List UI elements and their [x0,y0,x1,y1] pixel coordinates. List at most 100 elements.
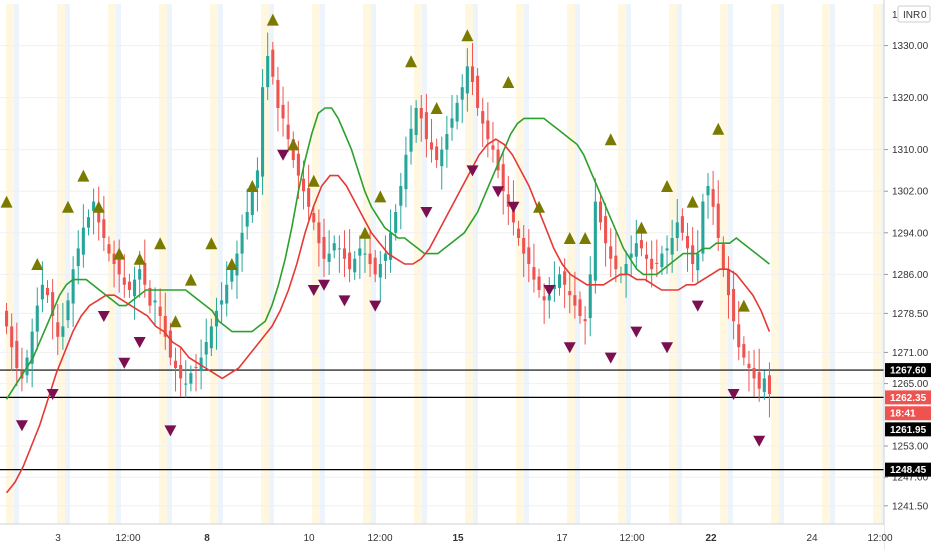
candle-body [527,247,531,264]
candle-body [547,295,551,301]
signal-arrow-down [97,311,110,322]
signal-arrow-up [405,55,418,68]
signal-arrow-up [712,122,725,135]
price-tick-label: 1278.50 [892,309,929,320]
candle-body [184,383,188,385]
signal-arrow-down [420,207,433,218]
candle-body [414,108,418,136]
signal-arrow-up [307,174,320,187]
price-tag-bg [885,363,931,378]
price-tick-label: 1286.00 [892,270,929,281]
candle-body [481,111,485,124]
signal-arrow-down [691,300,704,312]
time-tick-label: 12:00 [367,533,392,544]
candle-body [122,277,126,285]
candle-body [532,267,536,280]
price-tag-label: 18:41 [890,409,916,420]
price-tag-label: 1261.95 [890,425,927,436]
signal-arrow-up [62,200,74,213]
candle-body [593,201,597,281]
price-tag-bg [885,422,931,437]
candle-body [271,49,275,77]
signal-arrow-up [430,102,443,114]
candle-body [470,66,475,82]
candle-body [614,255,618,270]
candle-body [358,248,362,256]
candle-body [445,134,449,150]
candle-body [721,244,725,270]
candle-body [40,284,44,300]
candle-body [86,217,91,228]
price-tick-label: 1265.00 [892,379,929,390]
candle-body [409,128,413,152]
session-band [167,4,172,524]
signal-arrow-down [563,342,576,354]
candle-body [639,240,643,249]
price-tag-label: 1262.35 [890,393,927,404]
signal-arrow-up [635,221,648,234]
candle-body [496,149,500,171]
horizontal-lines [0,369,884,471]
session-band [728,4,733,524]
price-tag: 1262.35 [885,390,931,405]
candle-body [148,287,152,306]
candle-body [450,118,454,128]
candle-body [645,254,649,259]
signal-arrow-up [31,258,44,270]
candle-body [389,232,393,260]
candle-body [194,366,198,368]
time-tick-label: 24 [806,533,818,544]
price-axis-bg [884,0,932,550]
time-axis-bg [0,524,884,550]
candle-body [127,281,131,290]
session-band [210,4,218,524]
signal-arrow-down [164,425,177,437]
candle-body [76,248,80,267]
price-tag: 18:41 [885,406,931,421]
candle-body [143,262,147,285]
signal-arrow-down [507,201,520,213]
price-tick-label: 1253.00 [892,442,929,453]
session-band [779,4,784,524]
price-tag-label: 1267.60 [890,366,927,377]
session-band [414,4,422,524]
candle-body [557,274,562,288]
candle-body [337,248,341,250]
signal-arrow-up [604,133,617,146]
candle-body [685,235,690,249]
time-tick-label: 22 [705,533,717,544]
session-band [465,4,473,524]
currency-suffix: 0 [921,10,927,21]
candle-body [429,142,434,150]
candle-body [220,300,224,305]
session-band [371,4,376,524]
currency-box[interactable] [897,5,931,23]
candle-body [609,246,613,259]
session-band [677,4,682,524]
candles [5,32,771,418]
signal-arrow-up [358,226,371,239]
candle-body [752,368,756,379]
session-band [524,4,529,524]
signal-arrow-down [661,342,674,354]
candle-body [235,253,239,276]
signal-arrow-down [543,285,556,296]
candle-body [153,300,157,303]
time-tick-label: 3 [55,533,61,544]
signal-arrow-up [686,195,699,208]
candle-body [624,264,628,275]
candle-body [317,222,321,244]
price-tag-label: 1248.45 [890,465,927,476]
signal-arrow-up [169,315,182,328]
candle-body [399,186,403,206]
time-tick-label: 15 [452,533,464,544]
session-band [261,4,269,524]
price-axis[interactable]: 1330.00 1320.00 1310.00 1302.00 1294.00 1286.… [883,0,932,550]
price-tick-label: 1330.00 [892,41,929,52]
session-band [108,4,116,524]
candle-body [301,178,306,192]
candle-body [30,331,34,364]
time-axis[interactable]: 3 12:00 8 10 12:00 15 17 12:00 22 24 12:00 [0,523,893,550]
